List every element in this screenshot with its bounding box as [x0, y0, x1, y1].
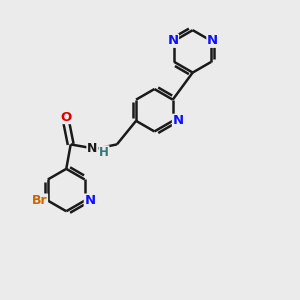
- Text: H: H: [99, 146, 109, 159]
- Text: O: O: [61, 110, 72, 124]
- Text: N: N: [84, 194, 95, 207]
- Text: Br: Br: [32, 194, 47, 207]
- Text: N: N: [172, 114, 184, 127]
- Text: N: N: [87, 142, 98, 155]
- Text: N: N: [207, 34, 218, 47]
- Text: N: N: [167, 34, 178, 47]
